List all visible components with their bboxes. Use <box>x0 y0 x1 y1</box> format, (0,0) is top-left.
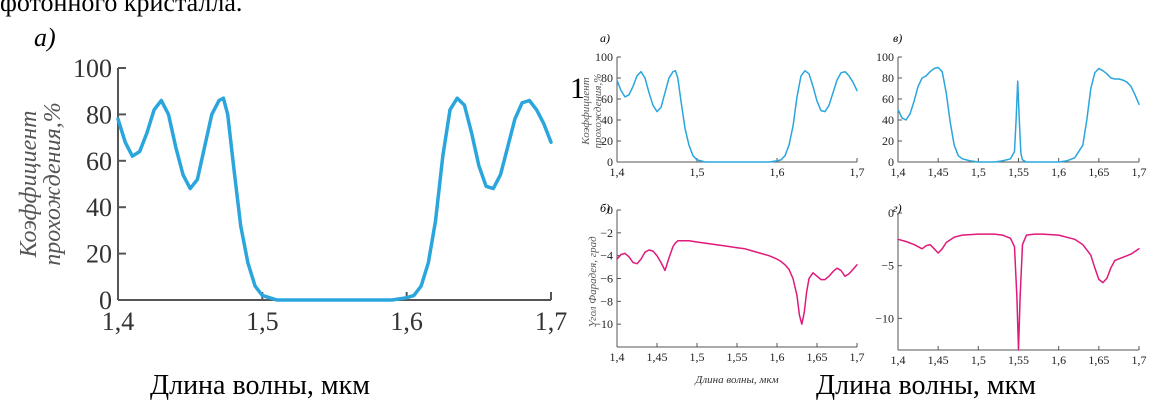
chart3-y-tick-label: −10 <box>594 317 613 331</box>
chart3-y-tick-label: 0 <box>607 203 613 217</box>
chart3-x-tick-label: 1,65 <box>807 350 828 364</box>
chart1-y-tick-label: 100 <box>595 50 613 64</box>
chart2-x-tick-label: 1,7 <box>1132 165 1147 179</box>
chart0-x-tick-label: 1,4 <box>102 307 135 336</box>
header-text-fragment: фотонного кристалла. <box>0 0 243 17</box>
chart0-x-tick-label: 1,7 <box>535 307 568 336</box>
chart1-y-label: прохождения,% <box>592 74 604 149</box>
chart4-x-tick-label: 1,65 <box>1088 353 1109 367</box>
chart1-x-tick-label: 1,4 <box>610 165 625 179</box>
chart2-panel-label: в) <box>893 31 902 45</box>
chart3-x-tick-label: 1,4 <box>610 350 625 364</box>
chart2-series-line <box>897 66 1140 163</box>
chart1-y-tick-label: 60 <box>601 92 613 106</box>
chart2-y-tick-label: 80 <box>882 71 894 85</box>
chart0-series-line <box>116 96 553 302</box>
chart1-x-tick-label: 1,6 <box>770 165 785 179</box>
chart3-x-tick-label: 1,45 <box>647 350 668 364</box>
chart2-y-tick-label: 100 <box>876 50 894 64</box>
chart3-x-label: Длина волны, мкм <box>694 374 778 386</box>
chart1-panel-label: а) <box>600 31 610 45</box>
chart0-y-tick-label: 100 <box>73 54 112 83</box>
chart1-y-tick-label: 40 <box>601 113 613 127</box>
x-caption-right: Длина волны, мкм <box>816 370 1036 401</box>
chart3-x-tick-label: 1,7 <box>850 350 865 364</box>
chart4-x-tick-label: 1,45 <box>928 353 949 367</box>
chart3-y-tick-label: −2 <box>600 226 613 240</box>
chart3-y-tick-label: −6 <box>600 272 613 286</box>
chart1-y-label: Коэффициент <box>580 77 592 145</box>
chart3-y-tick-label: −8 <box>600 294 613 308</box>
chart2-x-tick-label: 1,55 <box>1008 165 1029 179</box>
chart0-y-tick-label: 20 <box>86 240 112 269</box>
chart0-x-tick-label: 1,6 <box>390 307 423 336</box>
chart2-x-tick-label: 1,45 <box>928 165 949 179</box>
chart0-y-label: Коэффициент <box>16 111 42 259</box>
chart4-y-tick-label: −5 <box>881 259 894 273</box>
chart4-x-tick-label: 1,6 <box>1051 353 1066 367</box>
chart4-x-tick-label: 1,4 <box>891 353 906 367</box>
chart4-y-tick-label: −10 <box>875 311 894 325</box>
chart0-y-tick-label: 80 <box>86 100 112 129</box>
chart1-y-tick-label: 20 <box>601 134 613 148</box>
chart3-x-tick-label: 1,55 <box>727 350 748 364</box>
stray-digit: 1 <box>570 72 585 105</box>
chart4-x-tick-label: 1,5 <box>971 353 986 367</box>
chart2-y-tick-label: 20 <box>882 134 894 148</box>
chart1-series-line <box>616 69 858 163</box>
chart2-x-tick-label: 1,5 <box>971 165 986 179</box>
chart2-x-tick-label: 1,6 <box>1051 165 1066 179</box>
chart4-x-tick-label: 1,55 <box>1008 353 1029 367</box>
chart1-x-tick-label: 1,5 <box>690 165 705 179</box>
x-caption-left: Длина волны, мкм <box>150 370 370 401</box>
chart3-panel-label: б) <box>600 201 610 215</box>
chart4-series-line <box>897 233 1140 351</box>
chart4-x-tick-label: 1,7 <box>1132 353 1147 367</box>
chart0-y-tick-label: 60 <box>86 147 112 176</box>
chart0-y-tick-label: 0 <box>99 286 112 315</box>
chart0-x-tick-label: 1,5 <box>246 307 279 336</box>
chart0-y-tick-label: 40 <box>86 193 112 222</box>
chart2-x-tick-label: 1,65 <box>1088 165 1109 179</box>
chart3-x-tick-label: 1,5 <box>690 350 705 364</box>
chart3-y-label: Угол Фарадея, град <box>587 236 599 328</box>
chart2-y-tick-label: 0 <box>888 155 894 169</box>
chart3-series-line <box>616 240 858 325</box>
chart4-y-tick-label: 0 <box>888 206 894 220</box>
chart0-panel-label: а) <box>34 23 56 52</box>
chart2-x-tick-label: 1,4 <box>891 165 906 179</box>
chart2-y-tick-label: 40 <box>882 113 894 127</box>
chart1-y-tick-label: 0 <box>607 155 613 169</box>
chart3-y-tick-label: −4 <box>600 249 613 263</box>
chart0-y-label: прохождения,% <box>40 102 66 265</box>
chart2-y-tick-label: 60 <box>882 92 894 106</box>
chart3-x-tick-label: 1,6 <box>770 350 785 364</box>
chart1-y-tick-label: 80 <box>601 71 613 85</box>
chart1-x-tick-label: 1,7 <box>850 165 865 179</box>
chart4-panel-label: г) <box>893 201 902 215</box>
